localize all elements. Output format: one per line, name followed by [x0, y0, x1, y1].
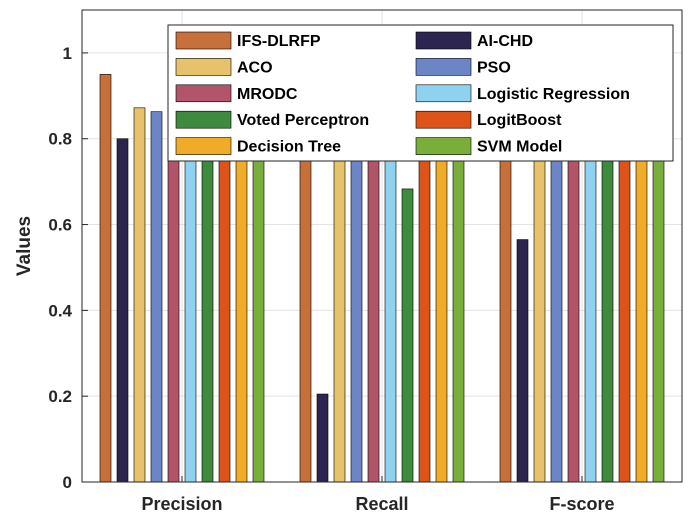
x-tick-label: F-score	[549, 494, 614, 513]
y-tick-label: 0.2	[48, 387, 72, 406]
bar	[401, 188, 414, 483]
y-tick-label: 1	[63, 44, 72, 63]
bar	[252, 108, 265, 483]
bar	[235, 131, 248, 483]
legend-label: SVM Model	[477, 139, 562, 156]
bar	[452, 108, 465, 483]
y-axis-title: Values	[14, 216, 35, 276]
y-tick-label: 0.4	[48, 301, 72, 320]
legend-swatch	[415, 137, 472, 155]
legend-swatch	[415, 31, 472, 50]
legend-label: IFS-DLRFP	[237, 33, 321, 50]
legend-label: Decision Tree	[237, 139, 341, 156]
legend-swatch	[175, 84, 232, 103]
bar	[516, 239, 529, 483]
legend-label: Voted Perceptron	[237, 112, 369, 129]
bar	[601, 144, 614, 483]
bars	[99, 71, 665, 483]
bar	[384, 140, 397, 483]
bar	[316, 393, 329, 483]
legend-label: Logistic Regression	[477, 86, 630, 103]
legend-swatch	[415, 84, 472, 103]
y-tick-label: 0.8	[48, 130, 72, 149]
bar	[435, 142, 448, 483]
bar	[635, 136, 648, 483]
legend-swatch	[175, 110, 232, 129]
legend-swatch	[175, 137, 232, 155]
y-tick-label: 0.6	[48, 216, 72, 235]
legend-label: PSO	[477, 59, 511, 76]
legend: IFS-DLRFP AI-CHD ACO PSO MRODC Logistic Regre…	[167, 24, 674, 162]
legend-label: LogitBoost	[477, 112, 562, 129]
x-tick-label: Recall	[355, 494, 408, 513]
x-tick-label: Precision	[141, 494, 222, 513]
legend-label: AI-CHD	[477, 33, 533, 50]
bar	[584, 124, 597, 483]
y-axis-ticks: 0 0.2 0.4 0.6 0.8 1	[48, 44, 88, 492]
bar	[418, 147, 431, 483]
legend-swatch	[415, 58, 472, 76]
bar	[116, 138, 129, 483]
legend-swatch	[175, 58, 232, 76]
y-tick-label: 0	[63, 473, 72, 492]
legend-swatch	[415, 110, 472, 129]
bar	[99, 74, 112, 483]
legend-label: MRODC	[237, 86, 298, 103]
bar	[218, 119, 231, 483]
bar	[150, 111, 163, 483]
legend-label: ACO	[237, 59, 273, 76]
legend-swatch	[175, 31, 232, 50]
bar	[618, 134, 631, 483]
x-axis-ticks: Precision Recall F-score	[141, 476, 615, 513]
bar	[133, 107, 146, 483]
